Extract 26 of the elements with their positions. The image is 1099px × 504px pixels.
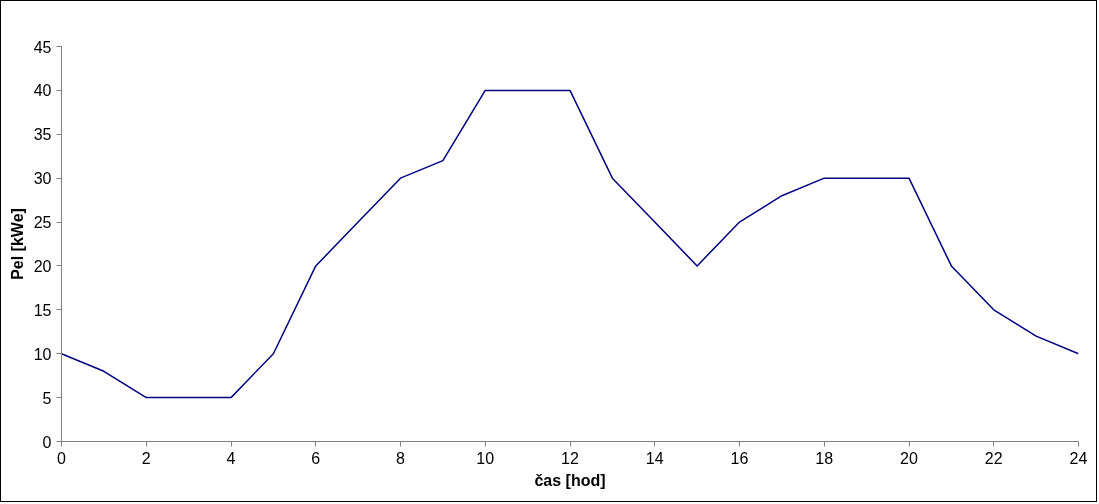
- x-tick-label: 2: [141, 449, 151, 467]
- x-tick-label: 20: [900, 449, 918, 467]
- y-tick-label: 0: [42, 433, 52, 451]
- y-tick-label: 45: [33, 38, 52, 56]
- x-tick-label: 18: [815, 449, 834, 467]
- line-series: [61, 89, 1079, 399]
- x-tick-label: 8: [396, 449, 406, 467]
- y-tick-label: 40: [33, 82, 52, 100]
- y-tick-label: 20: [33, 257, 52, 275]
- x-tick-label: 10: [476, 449, 495, 467]
- x-tick-label: 6: [311, 449, 321, 467]
- x-tick-label: 16: [730, 449, 749, 467]
- y-tick-label: 35: [33, 126, 52, 144]
- y-tick-label: 25: [33, 214, 52, 232]
- x-tick-label: 4: [226, 449, 236, 467]
- x-axis-title: čas [hod]: [534, 471, 606, 489]
- y-tick-label: 30: [33, 170, 52, 188]
- x-tick-label: 12: [561, 449, 579, 467]
- y-axis-title: Pel [kWe]: [8, 208, 26, 280]
- x-tick-label: 22: [984, 449, 1003, 467]
- x-tick-label: 14: [645, 449, 664, 467]
- y-tick-label: 5: [42, 389, 52, 407]
- x-tick-label: 24: [1069, 449, 1088, 467]
- y-tick-label: 10: [33, 345, 52, 363]
- y-tick-label: 15: [33, 301, 52, 319]
- x-tick-label: 0: [57, 449, 67, 467]
